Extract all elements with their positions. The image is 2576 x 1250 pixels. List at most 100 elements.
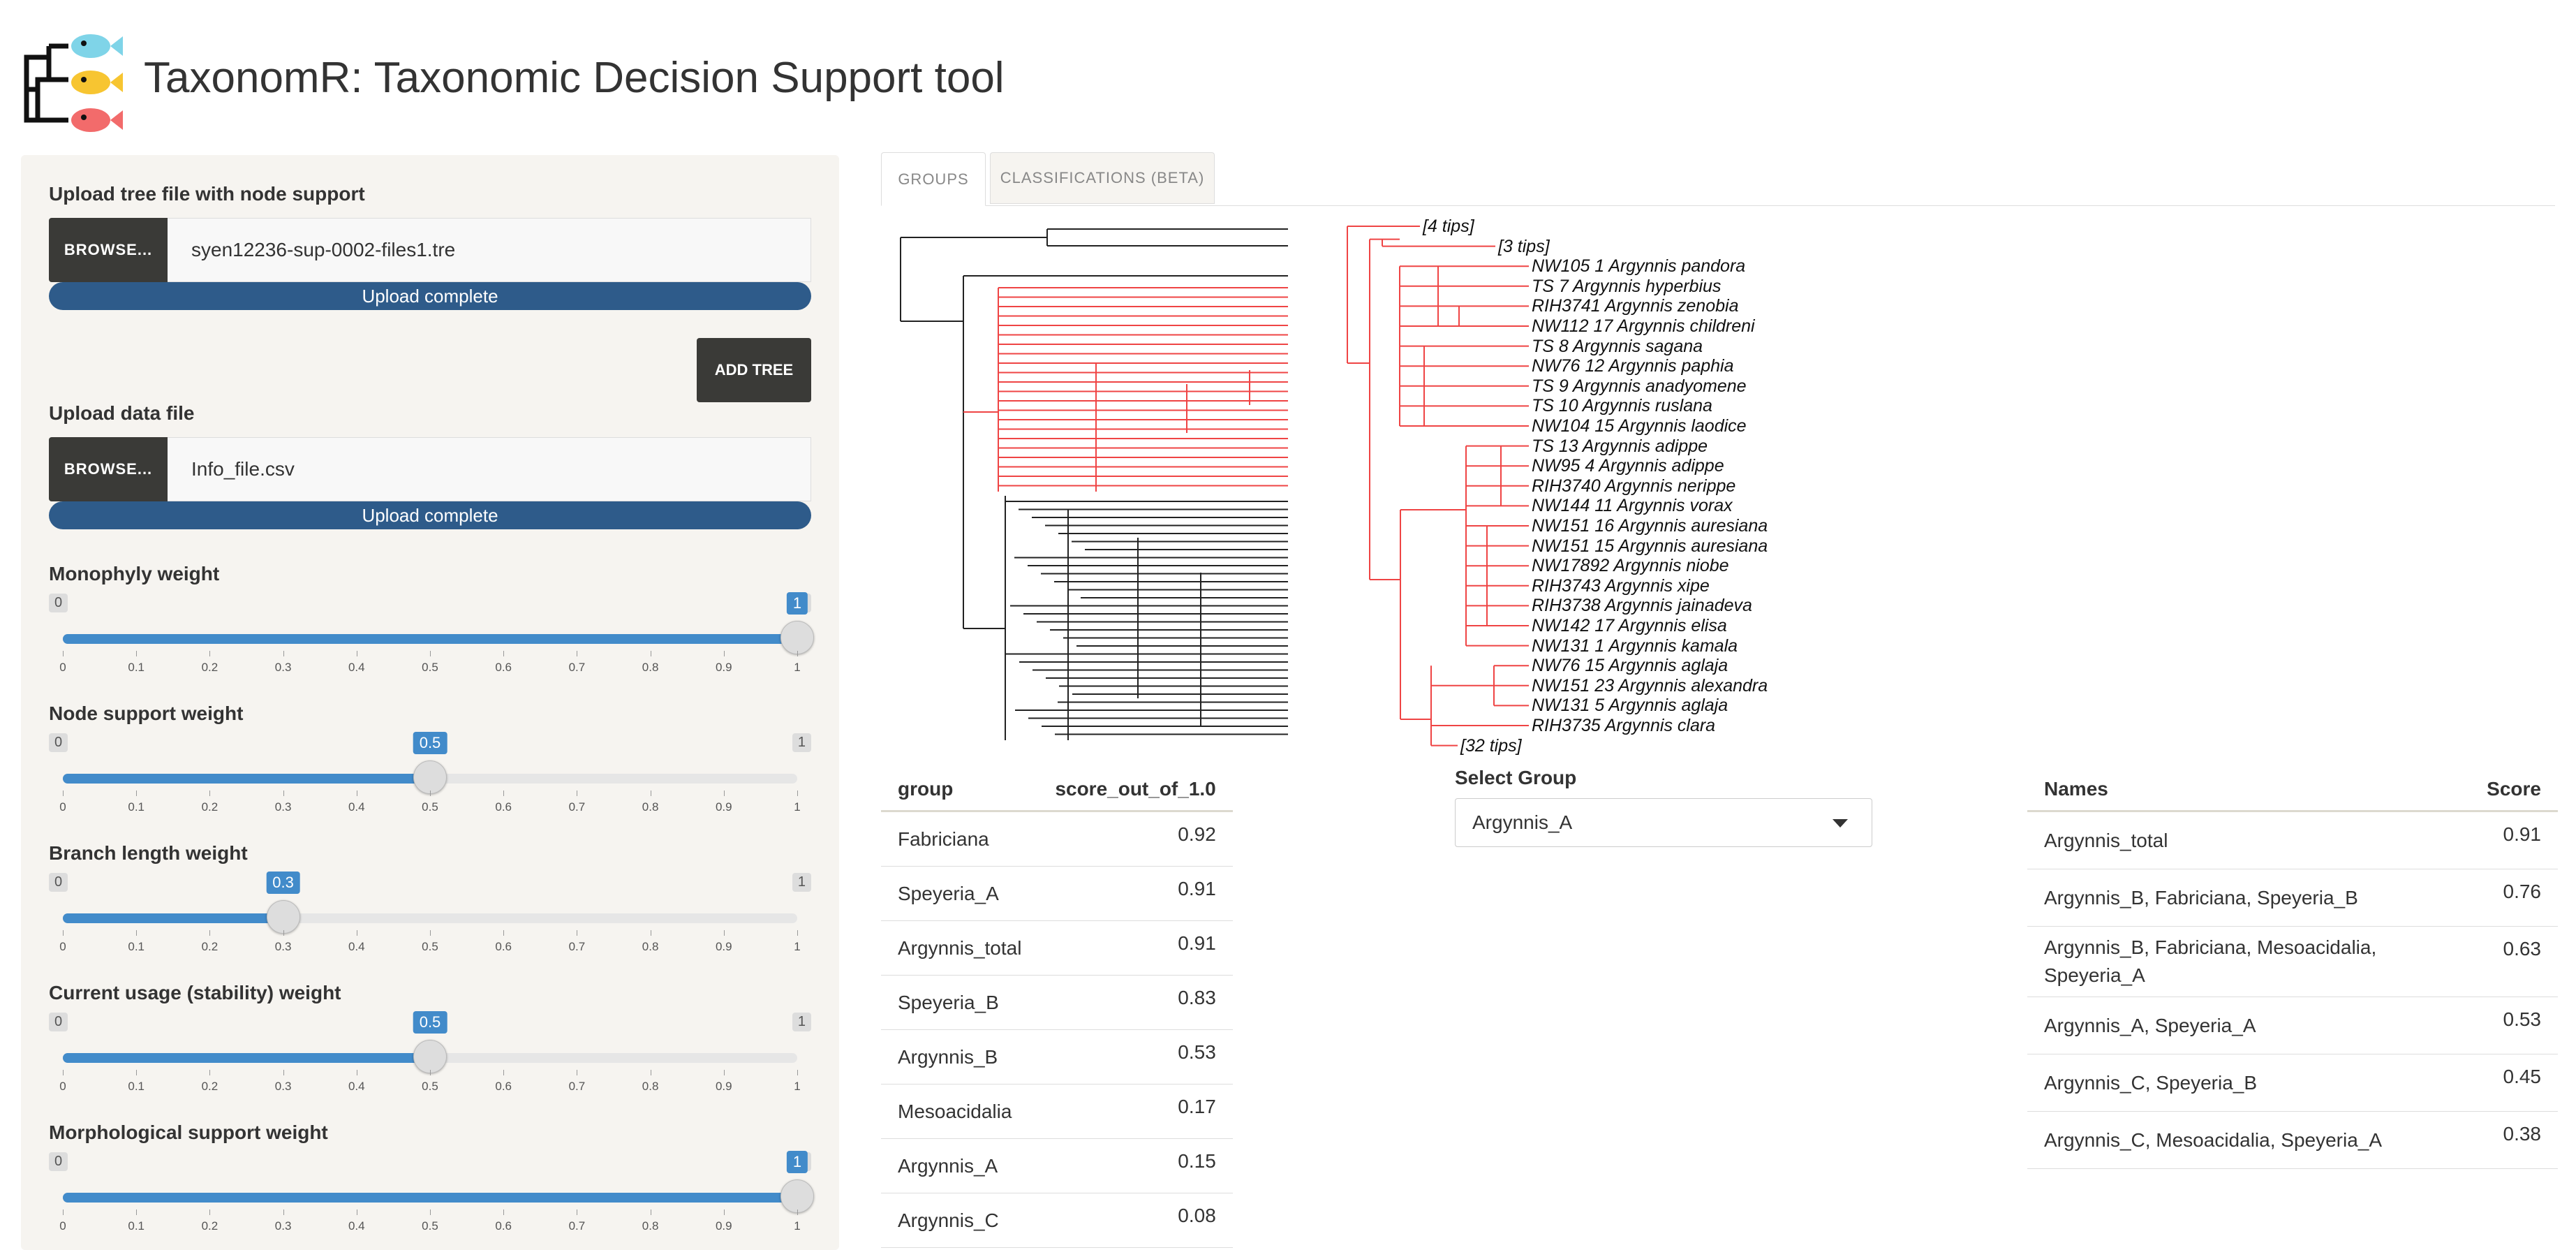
names-score-column-header: Score: [2470, 768, 2558, 812]
names-table-row: Argynnis_C, Mesoacidalia, Speyeria_A 0.38: [2027, 1111, 2558, 1169]
app-header: TaxonomR: Taxonomic Decision Support too…: [21, 27, 1068, 132]
slider-tick-label: 0.8: [642, 1219, 659, 1233]
slider-min-label: 0: [49, 594, 68, 612]
weight-slider[interactable]: 0 1 0.3 0 0.1 0.2 0.3 0.4 0.5 0.6 0.7 0.8 0.9 1: [49, 872, 811, 953]
slider-tick: [209, 651, 211, 656]
weight-slider[interactable]: 01100.10.20.30.40.50.60.70.80.91: [49, 592, 814, 674]
tree-file-input[interactable]: BROWSE... syen12236-sup-0002-files1.tre: [49, 218, 811, 282]
table-cell-name: Speyeria_A: [881, 866, 1039, 921]
group-table-row: Argynnis_B 0.53: [881, 1029, 1233, 1084]
slider-min-label: 0: [49, 1013, 68, 1031]
group-table-row: Mesoacidalia 0.17: [881, 1084, 1233, 1139]
slider-label: Current usage (stability) weight: [49, 982, 341, 1003]
tab-groups[interactable]: GROUPS: [881, 152, 986, 206]
slider-handle[interactable]: [413, 760, 447, 794]
table-cell-name: Fabriciana: [881, 811, 1039, 867]
table-cell-score: 0.91: [1038, 866, 1233, 921]
slider-track[interactable]: [63, 1040, 797, 1073]
tree-tip-label: RIH3738 Argynnis jainadeva: [1532, 596, 1752, 616]
add-tree-button[interactable]: ADD TREE: [697, 338, 811, 402]
slider-tick-label: 1: [794, 1219, 801, 1233]
tree-tip-label: NW105 1 Argynnis pandora: [1532, 256, 1746, 277]
slider-tick-label: 1: [794, 940, 801, 953]
slider-tick-label: 0.3: [274, 661, 292, 674]
slider-value-label: 1: [786, 592, 808, 615]
table-cell-name: Argynnis_A, Speyeria_A: [2027, 997, 2471, 1054]
slider-tick-label: 0.2: [201, 940, 219, 953]
tree-tip-label: TS 9 Argynnis anadyomene: [1532, 376, 1747, 396]
slider-tick-label: 0.4: [348, 940, 365, 953]
slider-tick-label: 0.5: [422, 1080, 438, 1093]
slider-tick: [209, 1209, 211, 1215]
tree-upload-progress: Upload complete: [49, 282, 811, 310]
data-file-name: Info_file.csv: [168, 437, 811, 501]
weight-slider[interactable]: 0 1 0.5 0 0.1 0.2 0.3 0.4 0.5 0.6 0.7 0.8 0.9 1: [49, 732, 811, 814]
slider-tick: [209, 930, 211, 936]
data-upload-label: Upload data file: [49, 402, 195, 424]
slider-tick: [723, 1070, 725, 1075]
select-group-dropdown[interactable]: Argynnis_A: [1455, 798, 1872, 847]
slider-handle[interactable]: [266, 900, 300, 934]
slider-tick-label: 0.8: [642, 940, 659, 953]
table-cell-name: Argynnis_B, Fabriciana, Mesoacidalia, Sp…: [2027, 926, 2471, 997]
data-browse-button[interactable]: BROWSE...: [49, 437, 168, 501]
tree-tip-label: TS 10 Argynnis ruslana: [1532, 396, 1712, 416]
slider-tick-label: 0.8: [642, 800, 659, 814]
slider-tick: [430, 1070, 431, 1075]
table-cell-score: 0.91: [2470, 811, 2558, 869]
names-table-row: Argynnis_B, Fabriciana, Mesoacidalia, Sp…: [2027, 926, 2558, 997]
slider-tick-label: 0: [59, 940, 66, 953]
slider-track[interactable]: [63, 621, 814, 654]
slider-handle[interactable]: [780, 621, 814, 654]
tree-tip-label: NW76 12 Argynnis paphia: [1532, 356, 1734, 376]
slider-track[interactable]: [63, 760, 797, 794]
weight-slider[interactable]: 0 1 0.5 0 0.1 0.2 0.3 0.4 0.5 0.6 0.7 0.8 0.9 1: [49, 1011, 811, 1093]
slider-tick-label: 0.7: [568, 1219, 586, 1233]
group-table-header: group score_out_of_1.0: [881, 768, 1233, 812]
slider-handle[interactable]: [780, 1179, 814, 1213]
tree-tip-label: NW142 17 Argynnis elisa: [1532, 616, 1727, 635]
group-column-header: group: [881, 768, 1039, 812]
slider-label: Node support weight: [49, 703, 244, 724]
table-cell-name: Argynnis_B: [881, 1029, 1039, 1084]
phylogenetic-tree: [4 tips] [3 tips] NW105 1 Argynnis pandora…: [887, 209, 1864, 756]
slider-tick: [283, 1209, 284, 1215]
slider-tick-label: 0.1: [128, 661, 145, 674]
slider-tick-label: 0.6: [495, 800, 512, 814]
tree-tip-label: NW151 16 Argynnis auresiana: [1532, 516, 1768, 536]
slider-tick-label: 0.3: [274, 940, 292, 953]
slider-tick: [209, 791, 211, 796]
slider-fill: [63, 1193, 797, 1203]
sidebar-panel: Upload tree file with node support BROWS…: [21, 155, 839, 1250]
tree-tip-label: NW104 15 Argynnis laodice: [1532, 416, 1747, 436]
table-cell-score: 0.38: [2470, 1111, 2558, 1169]
slider-track[interactable]: [63, 900, 797, 934]
tree-tip-label: NW151 23 Argynnis alexandra: [1532, 675, 1768, 696]
slider-tick-label: 0: [59, 661, 66, 674]
slider-tick: [283, 791, 284, 796]
slider-value-label: 0.3: [266, 872, 300, 894]
table-cell-score: 0.83: [1038, 975, 1233, 1030]
chevron-down-icon: [1833, 819, 1848, 828]
names-table-row: Argynnis_B, Fabriciana, Speyeria_B 0.76: [2027, 869, 2558, 927]
slider-tick: [503, 651, 505, 656]
tree-tip-label: RIH3735 Argynnis clara: [1532, 716, 1716, 735]
slider-tick-label: 0.6: [495, 1219, 512, 1233]
slider-value-label: 0.5: [413, 732, 447, 754]
slider-tick: [430, 791, 431, 796]
data-file-input[interactable]: BROWSE... Info_file.csv: [49, 437, 811, 501]
slider-tick: [797, 1070, 798, 1075]
group-table-row: Fabriciana 0.92: [881, 811, 1233, 867]
slider-track[interactable]: [63, 1179, 814, 1213]
tree-browse-button[interactable]: BROWSE...: [49, 218, 168, 282]
slider-tick-label: 0.2: [201, 661, 219, 674]
slider-ticks: 0 0.1 0.2 0.3 0.4 0.5 0.6 0.7 0.8 0.9 1: [59, 651, 801, 674]
tree-tip-label: TS 8 Argynnis sagana: [1532, 336, 1703, 356]
slider-tick: [63, 651, 64, 656]
slider-tick: [63, 791, 64, 796]
slider-fill: [63, 634, 797, 644]
tab-classifications[interactable]: CLASSIFICATIONS (BETA): [990, 152, 1215, 204]
slider-handle[interactable]: [413, 1040, 447, 1073]
tree-file-name: syen12236-sup-0002-files1.tre: [168, 218, 811, 282]
weight-slider[interactable]: 01100.10.20.30.40.50.60.70.80.91: [49, 1151, 814, 1233]
